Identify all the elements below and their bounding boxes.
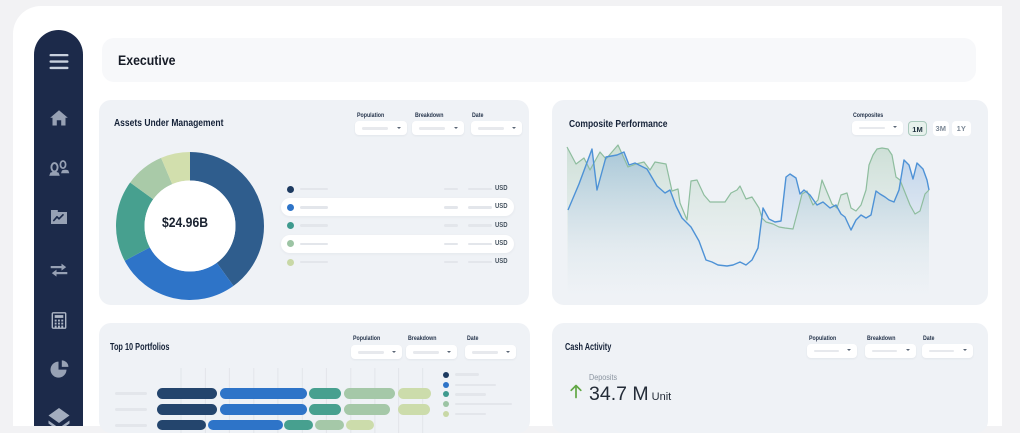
svg-text:$24.96B: $24.96B bbox=[162, 214, 208, 230]
